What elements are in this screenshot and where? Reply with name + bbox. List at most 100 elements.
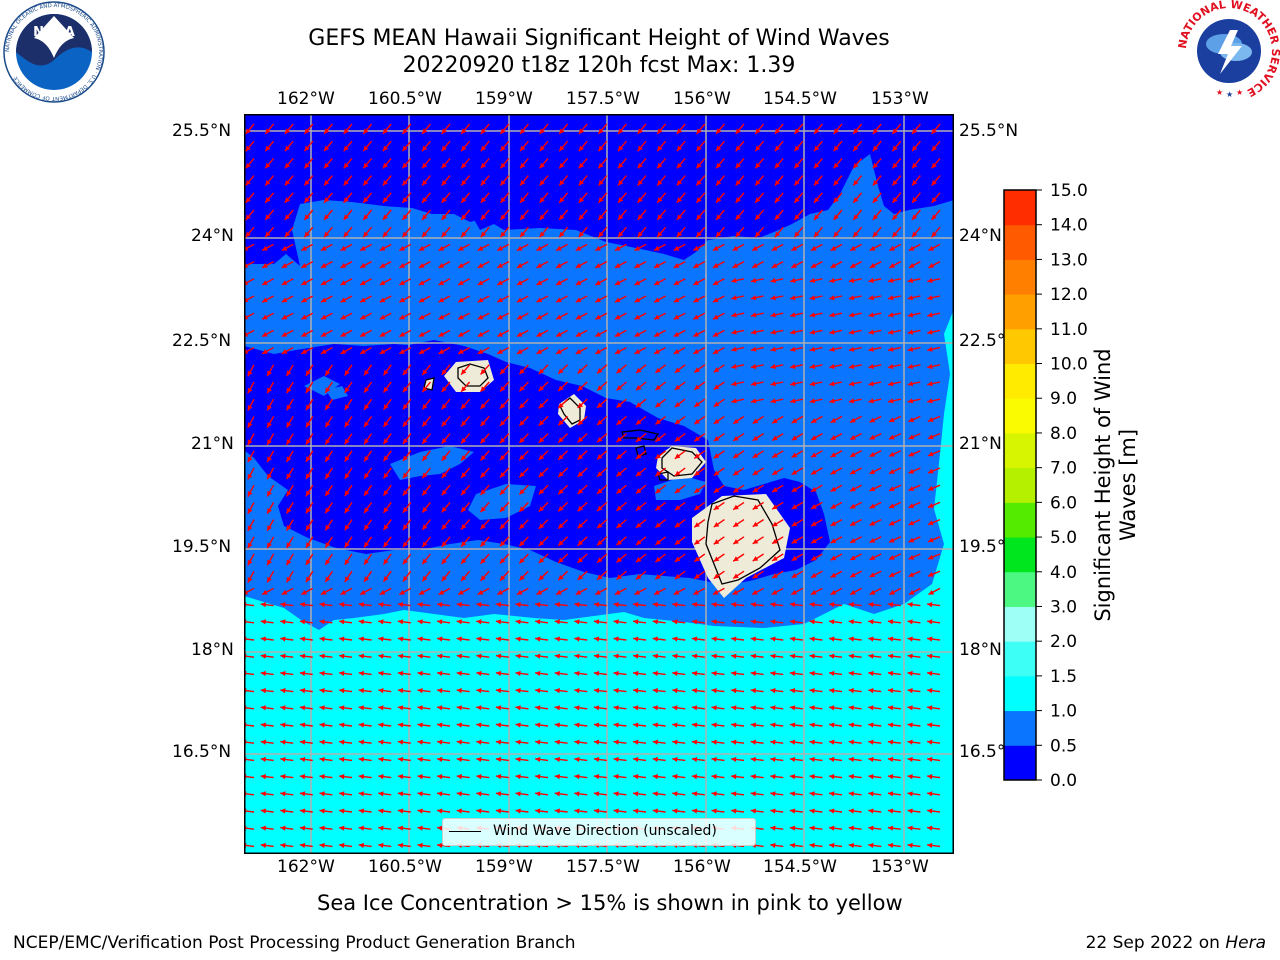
wave-direction-arrowhead <box>791 435 798 441</box>
wave-direction-arrowhead <box>378 670 384 677</box>
wave-direction-arrowhead <box>848 602 854 608</box>
wave-direction-arrowhead <box>383 472 389 479</box>
wave-direction-arrowhead <box>319 670 325 677</box>
wave-direction-arrowhead <box>480 489 486 495</box>
wave-direction-arrowhead <box>339 653 345 659</box>
wave-direction-arrowhead <box>265 128 271 134</box>
wave-direction-arrowhead <box>461 180 467 186</box>
wave-direction-arrowhead <box>397 619 404 625</box>
wave-direction-arrowhead <box>286 473 292 480</box>
wave-direction-arrowhead <box>245 214 251 220</box>
noaa-logo: NATIONAL OCEANIC AND ATMOSPHERIC ADMINIS… <box>3 1 105 103</box>
wave-direction-arrowhead <box>480 197 487 203</box>
wave-direction-arrowhead <box>399 245 405 251</box>
wave-direction-arrowhead <box>267 370 272 377</box>
wave-direction-arrowhead <box>869 263 876 268</box>
wave-direction-arrowhead <box>262 245 268 251</box>
wave-direction-arrowhead <box>286 404 292 411</box>
wave-direction-arrowhead <box>772 538 778 544</box>
wave-direction-arrowhead <box>676 231 683 238</box>
wave-direction-arrowhead <box>301 349 307 354</box>
wave-band-0-5-1-0-pocket <box>390 446 474 480</box>
wave-direction-arrowhead <box>441 541 447 547</box>
wave-direction-arrowhead <box>657 231 663 238</box>
wave-direction-arrowhead <box>713 504 720 510</box>
wave-direction-arrowhead <box>750 346 757 352</box>
wave-direction-arrowhead <box>578 180 585 186</box>
wave-direction-arrowhead <box>262 280 268 285</box>
wave-direction-arrowhead <box>654 349 660 354</box>
wave-direction-arrowhead <box>538 471 545 478</box>
wave-direction-arrowhead <box>892 128 898 134</box>
wave-direction-arrowhead <box>716 214 722 220</box>
wave-direction-arrowhead <box>382 180 389 186</box>
wave-direction-arrowhead <box>733 539 739 545</box>
wave-direction-arrowhead <box>267 422 272 428</box>
wave-direction-arrowhead <box>731 670 737 677</box>
wave-direction-arrowhead <box>280 636 286 642</box>
wave-direction-arrowhead <box>343 214 349 220</box>
wave-direction-arrowhead <box>461 489 467 496</box>
wave-direction-arrowhead <box>752 245 758 251</box>
wave-direction-arrowhead <box>441 145 447 152</box>
wave-direction-arrowhead <box>402 162 408 169</box>
wave-direction-arrowhead <box>304 128 310 134</box>
wave-direction-arrowhead <box>554 602 560 608</box>
wave-direction-arrowhead <box>869 469 876 474</box>
wave-direction-arrowhead <box>635 471 642 477</box>
wave-direction-arrowhead <box>397 653 404 659</box>
wave-direction-arrowhead <box>383 455 389 462</box>
wave-direction-arrowhead <box>325 559 331 565</box>
wave-direction-arrowhead <box>461 472 467 478</box>
colorbar-tick-label: 14.0 <box>1050 216 1088 236</box>
wave-direction-arrowhead <box>536 280 543 285</box>
wave-direction-arrowhead <box>889 451 895 457</box>
wave-direction-arrowhead <box>461 403 467 410</box>
wave-direction-arrowhead <box>399 589 405 595</box>
wave-direction-arrowhead <box>495 619 502 625</box>
wave-direction-arrowhead <box>931 145 937 152</box>
wave-direction-arrowhead <box>693 263 699 268</box>
wave-direction-arrowhead <box>325 507 331 514</box>
wave-direction-arrowhead <box>731 398 737 404</box>
wave-direction-arrowhead <box>732 589 739 595</box>
wave-direction-arrowhead <box>578 214 585 220</box>
wave-direction-arrowhead <box>774 214 781 220</box>
wave-direction-arrowhead <box>358 619 364 625</box>
wave-direction-arrowhead <box>616 419 622 425</box>
wave-direction-arrowhead <box>344 541 350 548</box>
wave-direction-arrowhead <box>791 452 798 458</box>
wave-direction-arrowhead <box>343 231 349 238</box>
wave-direction-arrowhead <box>516 589 523 595</box>
wave-direction-arrowhead <box>735 214 741 220</box>
wave-direction-arrowhead <box>305 421 311 428</box>
wave-direction-arrowhead <box>672 636 678 642</box>
wave-direction-arrowhead <box>536 297 543 303</box>
wave-direction-arrowhead <box>305 525 311 531</box>
colorbar-segment <box>1004 502 1036 538</box>
wave-direction-arrowhead <box>577 368 584 374</box>
wave-direction-arrowhead <box>324 145 330 152</box>
wave-band-0-5-1-0-pocket <box>654 476 706 500</box>
wave-direction-arrowhead <box>868 381 874 387</box>
wave-direction-arrowhead <box>499 386 506 392</box>
wave-direction-arrowhead <box>480 128 487 134</box>
wave-direction-arrowhead <box>616 505 622 511</box>
wave-direction-arrowhead <box>618 128 624 134</box>
wave-direction-arrowhead <box>694 384 700 390</box>
wave-direction-arrowhead <box>247 542 253 549</box>
wave-direction-arrowhead <box>339 636 345 642</box>
wave-direction-arrowhead <box>379 349 386 354</box>
wave-direction-arrowhead <box>672 653 678 659</box>
wave-direction-arrowhead <box>575 263 582 268</box>
wave-direction-arrowhead <box>711 653 717 659</box>
wave-direction-arrowhead <box>364 387 370 393</box>
wave-direction-arrowhead <box>267 525 272 531</box>
wave-direction-arrowhead <box>868 653 874 659</box>
wave-direction-arrowhead <box>633 619 639 625</box>
wave-direction-arrowhead <box>245 145 251 152</box>
wave-direction-arrowhead <box>872 180 879 186</box>
wave-direction-arrowhead <box>402 455 409 462</box>
wave-direction-arrowhead <box>538 557 545 564</box>
wave-direction-arrowhead <box>499 420 506 426</box>
